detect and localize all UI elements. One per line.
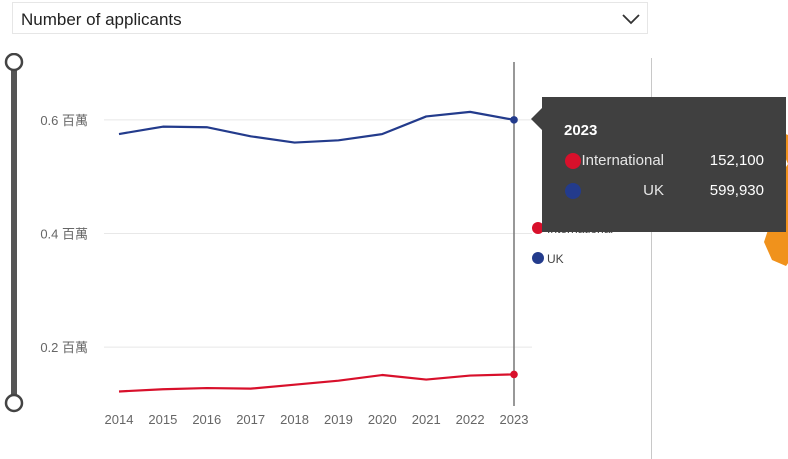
y-axis-ticks: 0.2 百萬 0.4 百萬 0.6 百萬	[40, 113, 88, 355]
x-tick-label: 2014	[105, 412, 134, 427]
series-lines	[118, 110, 518, 393]
x-tick-label: 2023	[500, 412, 529, 427]
range-slider[interactable]	[2, 53, 26, 413]
x-tick-label: 2018	[280, 412, 309, 427]
series-line-uk	[118, 110, 515, 144]
tooltip-series-name: International	[581, 152, 664, 169]
chart-tooltip: 2023 International 152,100 UK 599,930	[542, 97, 786, 232]
x-tick-label: 2021	[412, 412, 441, 427]
x-tick-label: 2020	[368, 412, 397, 427]
x-tick-label: 2019	[324, 412, 353, 427]
measure-dropdown[interactable]: Number of applicants	[12, 2, 648, 34]
y-tick-label: 0.4 百萬	[40, 227, 88, 242]
international-dot-icon	[565, 153, 581, 169]
slider-handle-top[interactable]	[4, 53, 24, 72]
chevron-down-icon	[622, 14, 640, 25]
highlight-point-uk[interactable]	[510, 116, 518, 124]
y-tick-label: 0.2 百萬	[40, 340, 88, 355]
legend-marker	[532, 222, 544, 234]
x-tick-label: 2017	[236, 412, 265, 427]
x-tick-label: 2022	[456, 412, 485, 427]
tooltip-series-value: 152,100	[709, 152, 764, 169]
series-line-international	[118, 373, 515, 393]
tooltip-year: 2023	[564, 122, 598, 139]
tooltip-series-name: UK	[643, 182, 664, 199]
slider-handle-bottom[interactable]	[4, 393, 24, 413]
legend-label[interactable]: UK	[547, 252, 564, 266]
tooltip-pointer	[531, 108, 542, 130]
panel-divider	[651, 58, 652, 459]
legend-marker	[532, 252, 544, 264]
tooltip-row-uk: UK 599,930	[564, 182, 764, 202]
highlight-point-international[interactable]	[510, 370, 518, 379]
tooltip-series-value: 599,930	[709, 182, 764, 199]
y-tick-label: 0.6 百萬	[40, 113, 88, 128]
x-tick-label: 2016	[192, 412, 221, 427]
uk-dot-icon	[565, 183, 581, 199]
dropdown-selected-value: Number of applicants	[21, 10, 182, 29]
x-axis-ticks: 2014 2015 2016 2017 2018 2019 2020 2021 2022 2023	[105, 412, 529, 427]
x-tick-label: 2015	[148, 412, 177, 427]
tooltip-row-international: International 152,100	[564, 152, 764, 172]
gridlines	[104, 119, 532, 348]
